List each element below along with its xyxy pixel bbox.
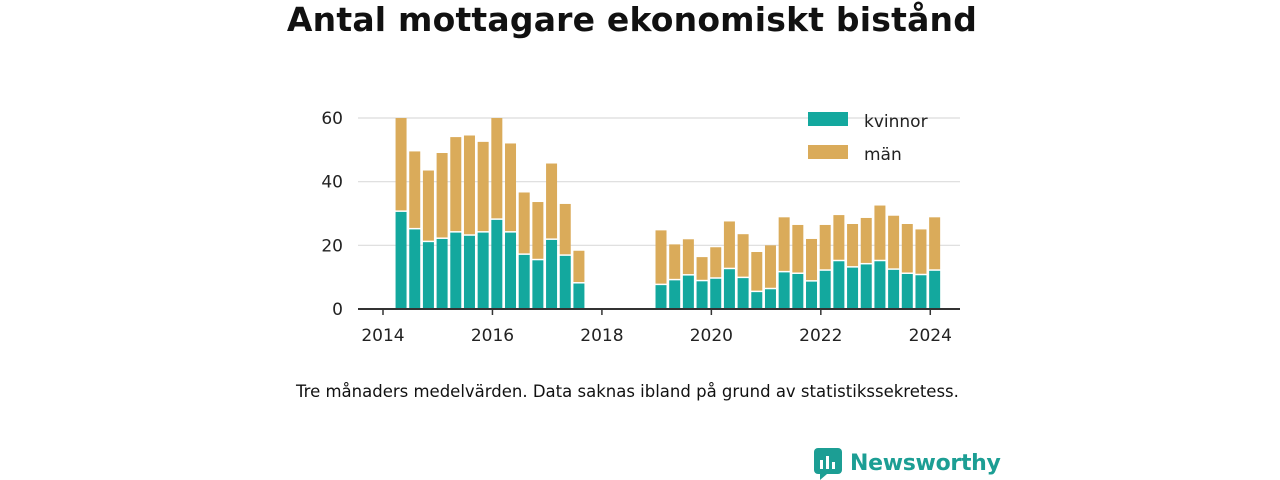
bar-kvinnor: [696, 281, 708, 309]
bar-man: [764, 245, 776, 288]
bar-man: [792, 224, 804, 273]
bar-man: [477, 141, 489, 232]
bar-man: [655, 230, 667, 284]
x-tick-label: 2014: [361, 326, 404, 346]
bar-man: [778, 217, 790, 271]
newsworthy-logo-icon: [814, 448, 842, 480]
bar-kvinnor: [874, 261, 886, 309]
bar-man: [696, 257, 708, 280]
bar-man: [505, 143, 517, 232]
bar-man: [929, 217, 941, 270]
bar-kvinnor: [778, 272, 790, 309]
bar-kvinnor: [888, 269, 900, 309]
bar-man: [682, 239, 694, 275]
bar-man: [874, 205, 886, 260]
bar-man: [518, 192, 530, 254]
bar-kvinnor: [682, 275, 694, 309]
bar-kvinnor: [710, 278, 722, 309]
bar-kvinnor: [860, 264, 872, 309]
y-tick-label: 0: [332, 300, 343, 320]
legend-label-kvinnor: kvinnor: [864, 112, 928, 132]
bar-man: [436, 153, 448, 238]
bars: [395, 118, 941, 309]
bar-kvinnor: [532, 260, 544, 309]
bar-kvinnor: [573, 283, 585, 309]
bar-kvinnor: [436, 238, 448, 309]
bar-man: [546, 163, 558, 239]
bar-kvinnor: [723, 269, 735, 309]
bar-man: [860, 217, 872, 263]
legend-swatch-kvinnor: [808, 112, 848, 126]
bar-kvinnor: [463, 235, 475, 309]
bar-man: [450, 137, 462, 232]
bar-kvinnor: [409, 229, 421, 309]
x-tick-label: 2020: [690, 326, 733, 346]
bar-kvinnor: [819, 270, 831, 309]
bar-man: [491, 118, 503, 219]
y-tick-label: 40: [321, 173, 343, 193]
bar-man: [669, 244, 681, 279]
bar-man: [901, 224, 913, 273]
x-tick-label: 2022: [799, 326, 842, 346]
bar-kvinnor: [655, 285, 667, 309]
chart-title: Antal mottagare ekonomiskt bistånd: [286, 0, 978, 39]
bar-man: [819, 224, 831, 270]
legend-label-man: män: [864, 145, 902, 165]
bar-kvinnor: [901, 273, 913, 309]
bar-man: [409, 151, 421, 228]
chart-caption: Tre månaders medelvärden. Data saknas ib…: [296, 382, 959, 401]
bar-man: [532, 202, 544, 259]
legend: kvinnor män: [808, 112, 928, 165]
bar-kvinnor: [518, 254, 530, 309]
bar-kvinnor: [491, 219, 503, 309]
bar-man: [559, 203, 571, 255]
bar-man: [723, 221, 735, 268]
bar-man: [463, 135, 475, 235]
bar-kvinnor: [422, 242, 434, 309]
bar-kvinnor: [505, 232, 517, 309]
bar-kvinnor: [929, 270, 941, 309]
brand-logo: Newsworthy: [814, 446, 1001, 480]
bar-kvinnor: [915, 275, 927, 309]
bar-man: [915, 229, 927, 274]
bar-kvinnor: [833, 261, 845, 309]
bar-kvinnor: [546, 239, 558, 309]
bar-man: [751, 252, 763, 291]
bar-kvinnor: [559, 255, 571, 309]
bar-man: [573, 250, 585, 283]
x-tick-label: 2016: [471, 326, 514, 346]
bar-kvinnor: [806, 281, 818, 309]
brand-name: Newsworthy: [850, 450, 1001, 476]
bar-man: [737, 234, 749, 277]
bar-kvinnor: [792, 273, 804, 309]
bar-man: [833, 215, 845, 260]
bar-kvinnor: [737, 278, 749, 309]
bar-kvinnor: [450, 232, 462, 309]
axes: 0 20 40 60 2014 2016 2018 2020 2022 2024: [321, 109, 960, 346]
stacked-bar-chart: 0 20 40 60 2014 2016 2018 2020 2022 2024 kvinnor …: [321, 109, 960, 346]
bar-man: [888, 215, 900, 269]
bar-kvinnor: [669, 280, 681, 309]
x-tick-label: 2024: [909, 326, 952, 346]
bar-man: [806, 238, 818, 281]
y-tick-label: 60: [321, 109, 343, 129]
bar-kvinnor: [477, 232, 489, 309]
bar-man: [710, 247, 722, 278]
legend-swatch-man: [808, 145, 848, 159]
y-tick-label: 20: [321, 236, 343, 256]
bar-kvinnor: [764, 289, 776, 309]
bar-man: [395, 118, 407, 211]
bar-kvinnor: [395, 211, 407, 309]
bar-man: [847, 224, 859, 267]
bar-kvinnor: [847, 267, 859, 309]
x-tick-label: 2018: [580, 326, 623, 346]
bar-man: [422, 170, 434, 241]
bar-kvinnor: [751, 292, 763, 309]
